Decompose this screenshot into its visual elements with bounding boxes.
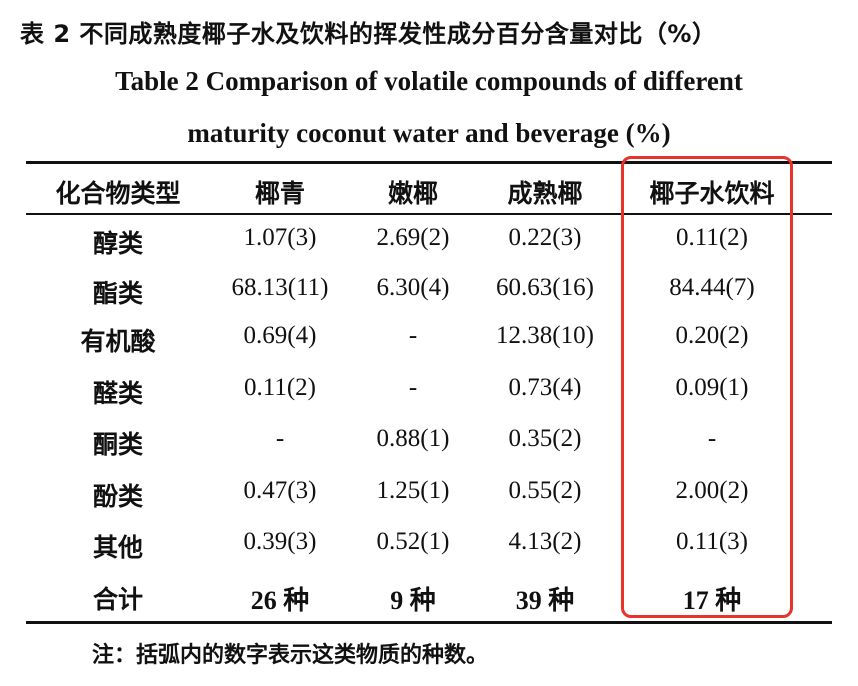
header-young-coconut: 椰青 [254,179,306,208]
row-compound-type: 酮类 [92,430,144,459]
cell-young-coconut: 1.07(3) [243,224,317,251]
cell-young-coconut: - [275,425,285,452]
total-mature-coconut: 39 种 [515,586,575,615]
cell-tender-coconut: 1.25(1) [376,477,450,504]
cell-mature-coconut: 0.35(2) [508,425,582,452]
table-top-rule [26,161,832,164]
row-compound-type: 酚类 [92,482,144,511]
cell-coconut-beverage: 2.00(2) [675,477,749,504]
cell-tender-coconut: 0.52(1) [376,528,450,555]
table-title-en-line1: Table 2 Comparison of volatile compounds… [115,66,743,96]
cell-coconut-beverage: 0.11(3) [676,528,748,555]
table-title-cn: 表 2 不同成熟度椰子水及饮料的挥发性成分百分含量对比（%） [20,20,717,48]
cell-mature-coconut: 60.63(16) [496,274,594,301]
cell-coconut-beverage: 0.09(1) [675,374,749,401]
table-title-en-line2: maturity coconut water and beverage (%) [187,118,671,148]
header-tender-coconut: 嫩椰 [387,179,439,208]
cell-tender-coconut: 2.69(2) [376,224,450,251]
table-header-rule [26,213,832,215]
row-compound-type: 醛类 [92,379,144,408]
cell-tender-coconut: - [408,374,418,401]
total-coconut-beverage: 17 种 [682,586,742,615]
cell-mature-coconut: 12.38(10) [496,322,594,349]
cell-young-coconut: 0.39(3) [243,528,317,555]
cell-tender-coconut: - [408,322,418,349]
cell-tender-coconut: 0.88(1) [376,425,450,452]
cell-mature-coconut: 0.55(2) [508,477,582,504]
row-compound-type: 酯类 [92,279,144,308]
table-bottom-rule [26,621,832,624]
total-label: 合计 [92,585,144,614]
cell-mature-coconut: 4.13(2) [508,528,582,555]
cell-young-coconut: 0.47(3) [243,477,317,504]
beverage-column-highlight [621,156,793,618]
total-young-coconut: 26 种 [250,586,310,615]
cell-mature-coconut: 0.22(3) [508,224,582,251]
header-mature-coconut: 成熟椰 [507,179,583,208]
row-compound-type: 其他 [92,533,144,562]
row-compound-type: 有机酸 [80,327,156,356]
cell-coconut-beverage: 84.44(7) [669,274,755,301]
header-compound-type: 化合物类型 [55,179,181,208]
row-compound-type: 醇类 [92,229,144,258]
cell-coconut-beverage: 0.11(2) [676,224,748,251]
total-tender-coconut: 9 种 [390,586,436,615]
cell-tender-coconut: 6.30(4) [376,274,450,301]
cell-coconut-beverage: 0.20(2) [675,322,749,349]
cell-coconut-beverage: - [707,425,717,452]
cell-young-coconut: 0.69(4) [243,322,317,349]
cell-mature-coconut: 0.73(4) [508,374,582,401]
table-footnote: 注：括弧内的数字表示这类物质的种数。 [92,643,489,668]
cell-young-coconut: 68.13(11) [231,274,329,301]
cell-young-coconut: 0.11(2) [244,374,316,401]
header-coconut-beverage: 椰子水饮料 [649,179,775,208]
